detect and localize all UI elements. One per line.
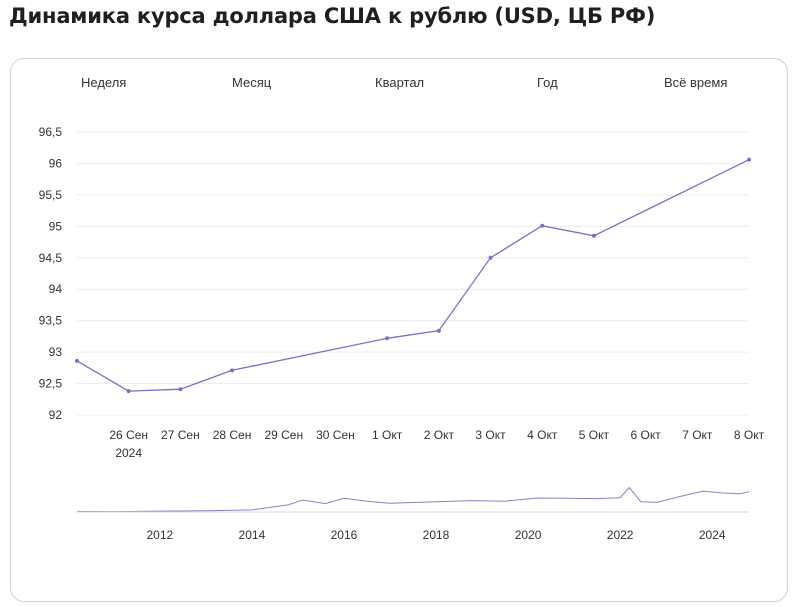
- x-tick-label: 27 Сен: [161, 428, 200, 442]
- navigator-year-label: 2014: [239, 528, 266, 542]
- navigator[interactable]: 2012 2014 2016 2018 2020 2022 2024: [76, 486, 750, 543]
- x-axis: 26 Сен 27 Сен 28 Сен 29 Сен 30 Сен 1 Окт 2 Окт…: [109, 428, 764, 460]
- page-title: Динамика курса доллара США к рублю (USD,…: [9, 4, 656, 28]
- x-tick-label: 4 Окт: [527, 428, 558, 442]
- y-tick-label: 96: [49, 156, 63, 170]
- data-point[interactable]: [230, 368, 235, 373]
- data-point[interactable]: [488, 255, 493, 260]
- data-point[interactable]: [75, 358, 79, 363]
- series-layer: [75, 157, 751, 394]
- navigator-line: [76, 486, 750, 513]
- y-tick-label: 93,5: [39, 314, 63, 328]
- grid-layer: [77, 131, 749, 416]
- x-tick-label: 6 Окт: [630, 428, 661, 442]
- x-tick-label: 7 Окт: [682, 428, 713, 442]
- tab-quarter[interactable]: Квартал: [375, 75, 425, 90]
- y-tick-label: 92: [49, 408, 63, 422]
- x-tick-label: 8 Окт: [734, 428, 765, 442]
- data-point[interactable]: [385, 336, 390, 341]
- data-point[interactable]: [436, 328, 441, 333]
- navigator-year-label: 2016: [331, 528, 358, 542]
- y-tick-label: 95: [49, 219, 63, 233]
- x-year-label: 2024: [115, 446, 142, 460]
- y-tick-label: 92,5: [39, 377, 63, 391]
- series-line: [76, 159, 750, 392]
- y-tick-label: 95,5: [39, 188, 63, 202]
- tab-month[interactable]: Месяц: [232, 75, 272, 90]
- x-tick-label: 3 Окт: [475, 428, 506, 442]
- data-point[interactable]: [178, 387, 183, 392]
- data-point[interactable]: [591, 233, 596, 238]
- navigator-year-label: 2020: [515, 528, 542, 542]
- y-tick-label: 96,5: [39, 125, 63, 139]
- x-tick-label: 30 Сен: [316, 428, 355, 442]
- data-point[interactable]: [126, 389, 131, 394]
- data-point[interactable]: [747, 157, 751, 162]
- tab-year[interactable]: Год: [537, 75, 558, 90]
- navigator-year-label: 2018: [423, 528, 450, 542]
- navigator-year-label: 2024: [699, 528, 726, 542]
- y-axis: 92 92,5 93 93,5 94 94,5 95 95,5 96 96,5: [39, 125, 63, 422]
- y-tick-label: 94: [49, 282, 63, 296]
- x-tick-label: 28 Сен: [213, 428, 252, 442]
- tab-week[interactable]: Неделя: [81, 75, 127, 90]
- tab-all-time[interactable]: Всё время: [664, 75, 728, 90]
- x-tick-label: 2 Окт: [424, 428, 455, 442]
- y-tick-label: 93: [49, 345, 63, 359]
- x-tick-label: 5 Окт: [579, 428, 610, 442]
- x-tick-label: 1 Окт: [372, 428, 403, 442]
- x-tick-label: 26 Сен: [109, 428, 148, 442]
- data-point[interactable]: [540, 223, 545, 228]
- y-tick-label: 94,5: [39, 251, 63, 265]
- x-tick-label: 29 Сен: [264, 428, 303, 442]
- navigator-year-label: 2012: [146, 528, 173, 542]
- navigator-year-label: 2022: [607, 528, 634, 542]
